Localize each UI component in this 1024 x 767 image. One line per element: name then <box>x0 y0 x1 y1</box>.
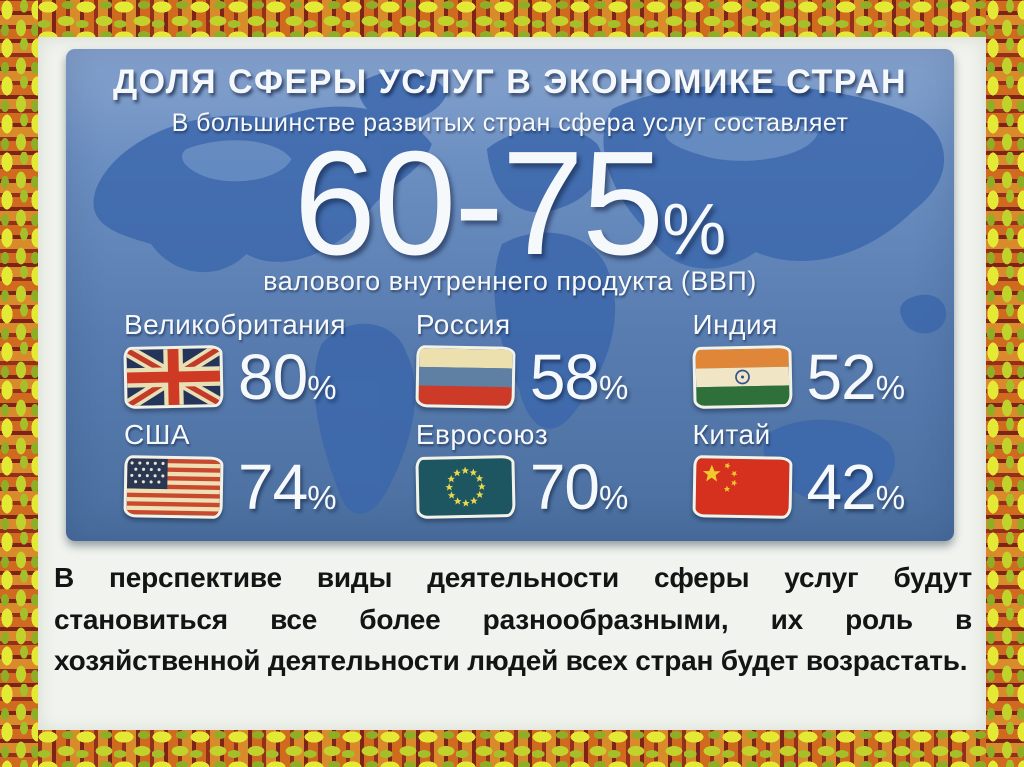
world-map-background <box>93 70 947 514</box>
country-name: Евросоюз <box>415 419 549 450</box>
headline-value: 60-75% <box>294 130 727 278</box>
country-percentage: 58% <box>529 341 629 413</box>
country-percentage: 70% <box>529 451 629 523</box>
country-stat-russia: Россия 58% <box>415 309 693 413</box>
country-name: Россия <box>415 309 511 340</box>
headline-percent-sign: % <box>662 190 727 270</box>
headline-caption: валового внутреннего продукта (ВВП) <box>263 266 757 296</box>
russia-flag-icon <box>415 345 516 409</box>
country-stat-eu: Евросоюз <box>415 419 693 523</box>
usa-flag-icon <box>123 455 224 519</box>
infographic-subtitle: В большинстве развитых стран сфера услуг… <box>171 109 849 137</box>
country-stat-usa: США <box>123 419 416 523</box>
infographic-content: ДОЛЯ СФЕРЫ УСЛУГ В ЭКОНОМИКЕ СТРАН В бол… <box>66 49 954 541</box>
country-stat-india: Индия 52% <box>691 309 924 413</box>
country-stat-china: Китай <box>692 419 924 523</box>
headline-number: 60-75 <box>293 121 665 286</box>
country-name: Китай <box>692 419 771 450</box>
uk-flag-icon <box>123 344 224 410</box>
border-edge-bottom <box>0 730 1024 767</box>
infographic-title: ДОЛЯ СФЕРЫ УСЛУГ В ЭКОНОМИКЕ СТРАН <box>112 63 908 101</box>
country-name: США <box>124 419 191 450</box>
india-flag-icon <box>691 344 793 410</box>
china-flag-icon <box>692 455 793 519</box>
border-edge-right <box>986 0 1024 767</box>
country-percentage: 74% <box>238 451 337 523</box>
country-name: Индия <box>692 309 778 340</box>
infographic-panel: ДОЛЯ СФЕРЫ УСЛУГ В ЭКОНОМИКЕ СТРАН В бол… <box>66 49 954 541</box>
border-edge-top <box>0 0 1024 37</box>
slide-body: ДОЛЯ СФЕРЫ УСЛУГ В ЭКОНОМИКЕ СТРАН В бол… <box>38 37 986 732</box>
slide-footer-paragraph: В перспективе виды деятельности сферы ус… <box>54 562 972 677</box>
eu-flag-icon <box>415 454 516 520</box>
country-percentage: 52% <box>806 341 906 413</box>
country-name: Великобритания <box>124 309 347 340</box>
country-percentage: 80% <box>238 341 337 413</box>
country-stat-uk: Великобритания <box>123 309 416 413</box>
country-percentage: 42% <box>806 451 906 523</box>
border-edge-left <box>0 0 38 767</box>
country-stats-grid: Великобритания <box>66 309 954 523</box>
